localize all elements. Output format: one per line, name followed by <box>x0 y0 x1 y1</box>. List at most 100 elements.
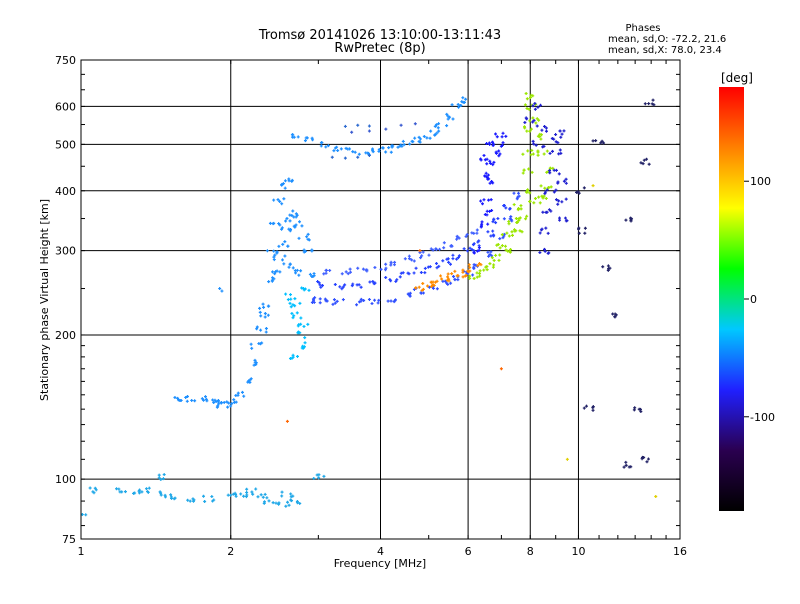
data-point <box>203 395 207 399</box>
data-point <box>541 145 545 149</box>
data-point <box>435 287 439 291</box>
data-point <box>442 241 446 245</box>
data-point <box>278 199 282 203</box>
data-point <box>451 253 455 257</box>
data-point <box>389 299 393 303</box>
data-point <box>452 274 456 278</box>
data-point <box>457 105 461 109</box>
data-point <box>632 408 636 412</box>
data-point <box>646 457 650 461</box>
data-point <box>204 397 208 401</box>
data-point <box>486 250 490 254</box>
data-point <box>545 170 549 174</box>
data-point <box>516 220 520 224</box>
data-point <box>437 122 441 126</box>
data-point <box>421 281 425 285</box>
data-point <box>407 257 411 261</box>
data-point <box>551 149 555 153</box>
data-point <box>280 202 284 206</box>
data-point <box>420 254 424 258</box>
data-point <box>472 277 476 281</box>
chart-subtitle: RwPretec (8p) <box>334 41 425 56</box>
y-tick-label: 400 <box>55 185 76 198</box>
data-point <box>326 144 330 148</box>
data-point <box>398 275 402 279</box>
data-point <box>289 293 293 297</box>
data-point <box>543 249 547 253</box>
data-point <box>492 142 496 146</box>
data-point <box>527 107 531 111</box>
data-point <box>303 336 307 340</box>
data-point <box>490 140 494 144</box>
data-point <box>562 129 566 133</box>
data-point <box>384 262 388 266</box>
data-point <box>284 292 288 296</box>
data-point <box>472 266 476 270</box>
data-point <box>417 285 421 289</box>
data-point <box>280 494 284 498</box>
data-point <box>299 322 303 326</box>
data-point <box>456 278 460 282</box>
data-point <box>528 191 532 195</box>
data-point <box>486 173 490 177</box>
data-point <box>290 179 294 183</box>
data-point <box>254 362 258 366</box>
data-point <box>211 499 215 503</box>
chart-title: Tromsø 20141026 13:10:00-13:11:43 <box>258 28 501 43</box>
data-point <box>494 132 498 136</box>
data-point <box>503 244 507 248</box>
data-point <box>498 253 502 257</box>
data-point <box>365 268 369 272</box>
data-point <box>639 409 643 413</box>
data-point <box>559 135 563 139</box>
data-point <box>332 298 336 302</box>
data-point <box>468 265 472 269</box>
data-point <box>290 312 294 316</box>
data-point <box>250 346 254 350</box>
data-point <box>213 398 217 402</box>
data-point <box>541 196 545 200</box>
data-point <box>471 273 475 277</box>
data-point <box>330 155 334 159</box>
data-point <box>192 499 196 503</box>
data-point <box>284 504 288 508</box>
data-point <box>267 499 271 503</box>
data-point <box>277 502 281 506</box>
data-point <box>446 114 450 118</box>
data-point <box>273 253 277 257</box>
data-point <box>388 278 392 282</box>
x-tick-label: 2 <box>227 545 234 558</box>
data-point <box>367 124 371 128</box>
data-point <box>323 297 327 301</box>
data-point <box>401 139 405 143</box>
data-point <box>500 244 504 248</box>
x-tick-label: 10 <box>571 545 585 558</box>
data-point <box>399 123 403 127</box>
data-point <box>492 160 496 164</box>
data-point <box>267 304 271 308</box>
data-point <box>558 129 562 133</box>
data-point <box>594 139 598 143</box>
data-point <box>545 188 549 192</box>
data-point <box>523 120 527 124</box>
data-point <box>250 490 254 494</box>
data-point <box>531 152 535 156</box>
data-point <box>169 495 173 499</box>
data-point <box>232 398 236 402</box>
data-point <box>184 395 188 399</box>
data-point <box>259 328 263 332</box>
data-point <box>563 216 567 220</box>
data-point <box>179 398 183 402</box>
data-point <box>516 191 520 195</box>
data-point <box>290 499 294 503</box>
data-point <box>371 147 375 151</box>
data-point <box>222 400 226 404</box>
data-point <box>294 212 298 216</box>
data-point <box>497 154 501 158</box>
data-point <box>522 168 526 172</box>
data-point <box>498 237 502 241</box>
data-point <box>422 134 426 138</box>
data-point <box>220 289 224 293</box>
data-point <box>525 97 529 101</box>
data-point <box>159 491 163 495</box>
